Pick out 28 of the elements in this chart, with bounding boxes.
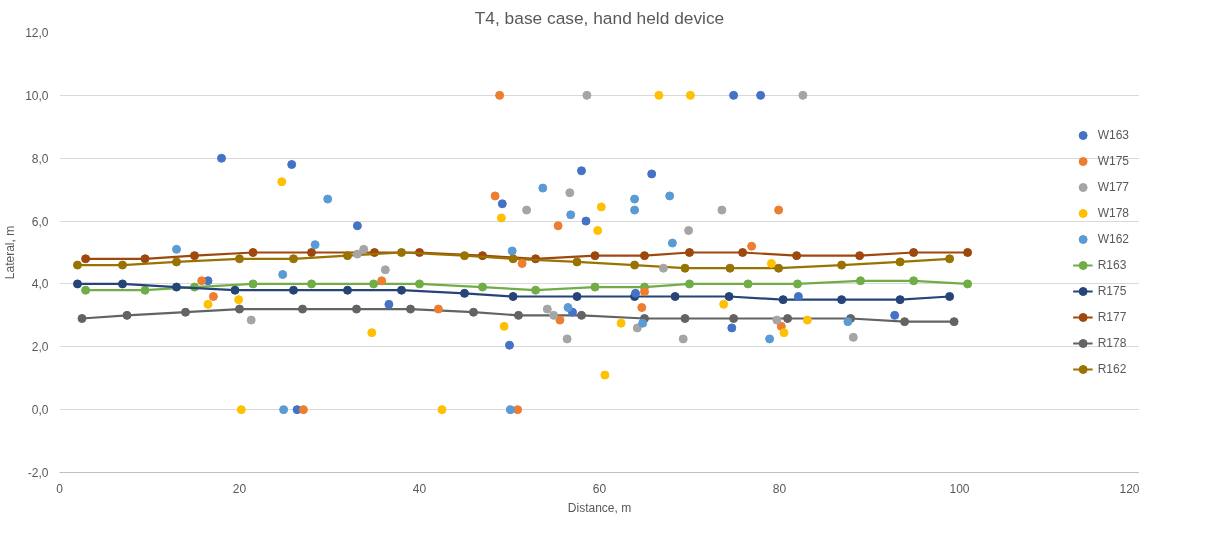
y-tick-label: 12,0 <box>25 26 49 40</box>
y-axis-title: Lateral, m <box>3 225 18 280</box>
x-tick-label: 100 <box>949 481 970 496</box>
y-tick-label: 4,0 <box>31 277 49 292</box>
y-tick-label: 2,0 <box>31 340 49 355</box>
legend-label: W163 <box>1097 128 1129 142</box>
y-tick-label: 6,0 <box>31 214 49 229</box>
legend-label: R163 <box>1097 258 1127 272</box>
y-tick-label: 0,0 <box>31 403 49 418</box>
legend-label: W178 <box>1097 206 1129 220</box>
legend-label: R178 <box>1097 336 1127 350</box>
legend-label: R162 <box>1097 362 1127 376</box>
legend-label: R175 <box>1097 284 1127 298</box>
legend-label: R177 <box>1097 310 1127 324</box>
legend-label: W162 <box>1097 232 1129 246</box>
x-tick-label: 60 <box>592 481 607 496</box>
x-tick-label: 80 <box>772 481 787 496</box>
y-tick-label: 8,0 <box>31 151 49 166</box>
y-tick-label: -2,0 <box>27 466 49 480</box>
x-tick-label: 20 <box>232 481 247 496</box>
y-tick-label: 10,0 <box>25 88 49 103</box>
x-tick-label: 120 <box>1119 481 1140 496</box>
legend-label: W177 <box>1097 180 1129 194</box>
legend-label: W175 <box>1097 154 1129 168</box>
x-tick-label: 40 <box>412 481 427 496</box>
x-tick-label: 0 <box>56 481 64 496</box>
x-axis-title: Distance, m <box>567 500 632 515</box>
chart-title: T4, base case, hand held device <box>474 7 725 28</box>
